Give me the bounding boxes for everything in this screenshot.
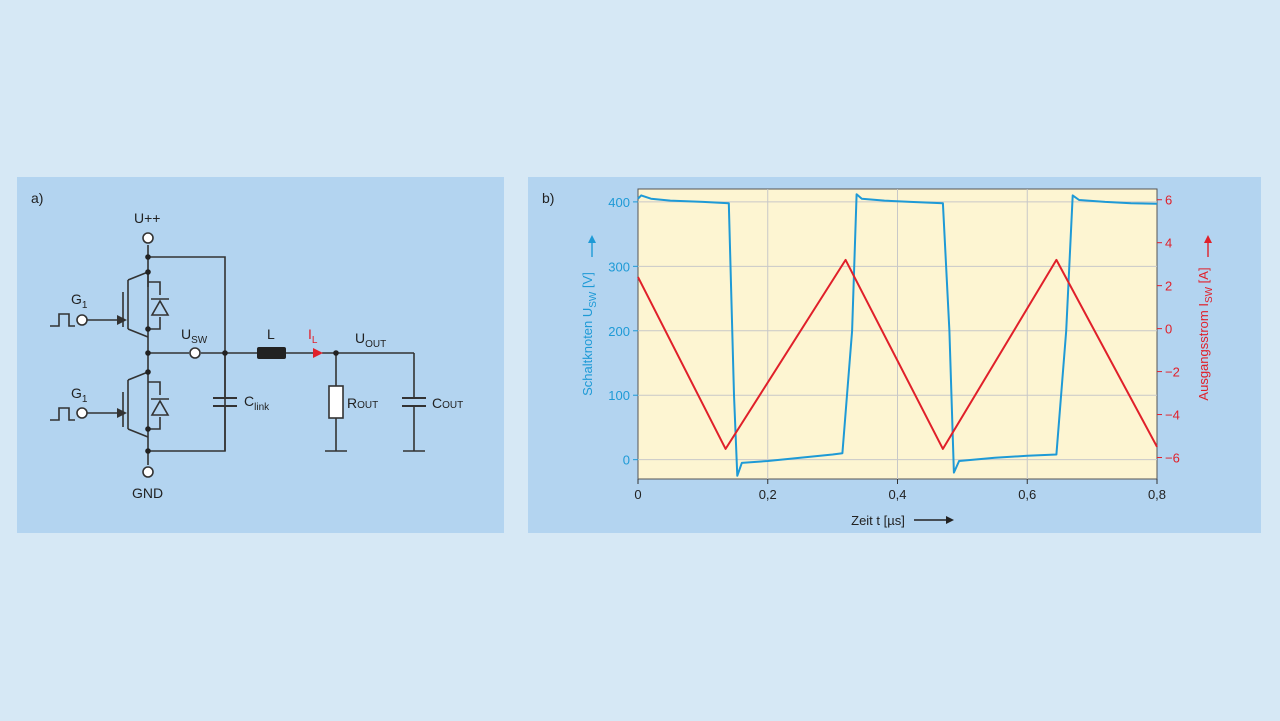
- y-right-tick-label: −6: [1165, 451, 1180, 466]
- left-axis-label: Schaltknoten USW [V]: [580, 272, 599, 396]
- usw-label: USW: [181, 326, 208, 346]
- series-lines: [637, 193, 1158, 477]
- y-left-tick-label: 0: [623, 453, 630, 468]
- top-gate-arrow: [117, 315, 127, 325]
- circuit-diagram-panel: a): [17, 177, 504, 533]
- right-axis-arrow: [1204, 235, 1212, 257]
- left-axis-arrow: [588, 235, 596, 257]
- x-axis-label: Zeit t [µs]: [851, 513, 905, 528]
- y-right-tick-label: −2: [1165, 365, 1180, 380]
- panel-b-tag: b): [542, 190, 554, 206]
- voltage-series-line: [637, 193, 1158, 477]
- y-left-tick-label: 400: [608, 195, 630, 210]
- top-diode: [150, 298, 170, 316]
- circuit-schematic: a): [31, 190, 463, 501]
- gnd-label: GND: [132, 485, 163, 501]
- y-left-tick-label: 300: [608, 259, 630, 274]
- inductor-label: L: [267, 326, 275, 342]
- panel-a-tag: a): [31, 190, 43, 206]
- il-label: IL: [308, 326, 318, 346]
- y-right-tick-label: 4: [1165, 236, 1172, 251]
- grid-lines: [638, 189, 1157, 479]
- rout-label: ROUT: [347, 395, 378, 411]
- clink-capacitor: [213, 397, 237, 407]
- x-tick-label: 0,8: [1148, 487, 1166, 502]
- waveform-chart: b) 0 0,2 0,4 0,6 0,80100200300400−6−4−20246 …: [542, 188, 1215, 528]
- g1-top-label: G1: [71, 291, 88, 311]
- g1-bottom-label: G1: [71, 385, 88, 405]
- u-plus-label: U++: [134, 210, 160, 226]
- clink-label: Clink: [244, 393, 270, 413]
- uout-label: UOUT: [355, 330, 386, 350]
- cout-label: COUT: [432, 395, 463, 411]
- circuit-wires: [50, 245, 425, 465]
- inductor-symbol: [257, 347, 286, 359]
- y-right-tick-label: −4: [1165, 408, 1180, 423]
- bottom-diode: [150, 398, 170, 416]
- left-axis-label-group: Schaltknoten USW [V]: [580, 272, 599, 396]
- y-left-tick-label: 200: [608, 324, 630, 339]
- y-right-tick-label: 0: [1165, 322, 1172, 337]
- terminals: [76, 232, 201, 478]
- cout-capacitor: [402, 397, 426, 407]
- right-axis-label: Ausgangsstrom ISW [A]: [1196, 267, 1215, 400]
- axis-ticks: 0 0,2 0,4 0,6 0,8 0 100 200 300 400 −6 −4 −2 0 2 4 6: [608, 193, 1180, 502]
- junction-dots: [145, 254, 339, 454]
- y-left-tick-label: 100: [608, 388, 630, 403]
- x-axis-arrow: [914, 516, 954, 524]
- y-right-tick-label: 6: [1165, 193, 1172, 208]
- rout-resistor: [328, 385, 344, 419]
- current-series-line: [637, 258, 1158, 450]
- y-right-tick-label: 2: [1165, 279, 1172, 294]
- x-tick-label: 0: [634, 487, 641, 502]
- current-arrow: [313, 348, 323, 358]
- bottom-gate-arrow: [117, 408, 127, 418]
- x-tick-label: 0,4: [888, 487, 906, 502]
- x-tick-label: 0,6: [1018, 487, 1036, 502]
- right-axis-label-group: Ausgangsstrom ISW [A]: [1196, 267, 1215, 400]
- x-tick-label: 0,2: [759, 487, 777, 502]
- waveform-chart-panel: b) 0 0,2 0,4 0,6 0,8 0 100 200 300 400 −6 −4 −2 0 2 4 6 …: [528, 177, 1261, 533]
